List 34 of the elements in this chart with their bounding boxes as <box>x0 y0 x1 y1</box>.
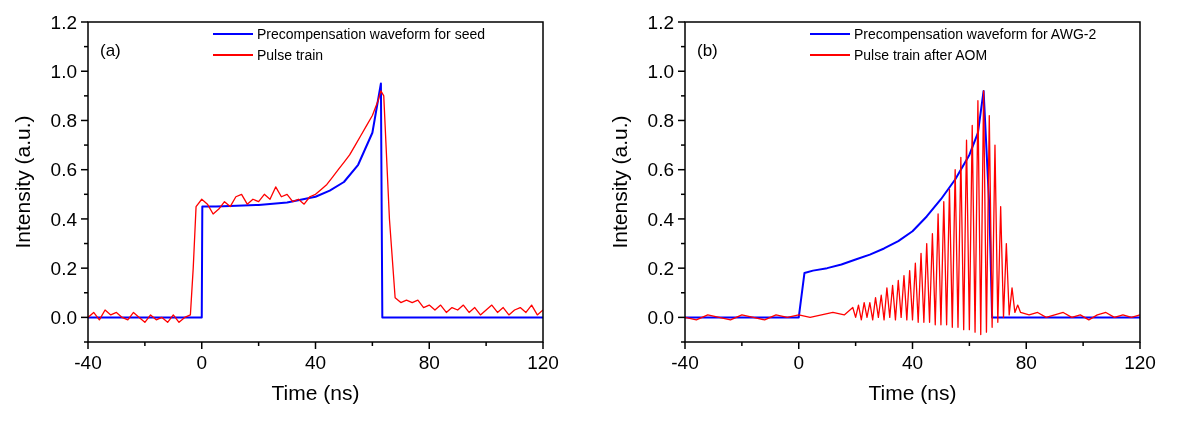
x-tick-label: 0 <box>196 352 208 373</box>
y-tick-label: 0.4 <box>647 208 675 230</box>
x-tick-label: 40 <box>304 352 327 373</box>
y-tick-label: 0.8 <box>647 110 674 132</box>
legend-label: Pulse train <box>257 46 324 63</box>
y-tick-label: 0.2 <box>647 257 674 279</box>
y-tick-label: 1.0 <box>50 60 77 82</box>
x-axis-title: Time (ns) <box>868 381 957 404</box>
y-tick-label: 1.2 <box>50 11 77 33</box>
y-tick-label: 0.8 <box>50 110 77 132</box>
y-tick-label: 0.2 <box>50 257 77 279</box>
x-tick-label: -40 <box>671 352 699 373</box>
y-axis-title: Intensity (a.u.) <box>11 115 34 249</box>
legend-label: Precompensation waveform for AWG-2 <box>854 25 1097 42</box>
legend-label: Pulse train after AOM <box>854 46 988 63</box>
x-tick-label: 120 <box>527 352 559 373</box>
y-tick-label: 1.0 <box>647 60 674 82</box>
legend-label: Precompensation waveform for seed <box>257 25 485 42</box>
annotation: (a) <box>100 41 121 60</box>
y-tick-label: 0.0 <box>647 307 674 329</box>
x-tick-label: 80 <box>1015 352 1037 373</box>
x-tick-label: 0 <box>793 352 805 373</box>
y-tick-label: 0.4 <box>50 208 78 230</box>
x-axis-title: Time (ns) <box>271 381 360 404</box>
x-tick-label: 80 <box>418 352 440 373</box>
y-tick-label: 0.6 <box>50 159 77 181</box>
y-tick-label: 0.0 <box>50 307 77 329</box>
x-tick-label: -40 <box>74 352 102 373</box>
y-axis-title: Intensity (a.u.) <box>608 115 631 249</box>
x-tick-label: 120 <box>1124 352 1156 373</box>
y-tick-label: 0.6 <box>647 159 674 181</box>
annotation: (b) <box>697 41 718 60</box>
x-tick-label: 40 <box>901 352 924 373</box>
y-tick-label: 1.2 <box>647 11 674 33</box>
